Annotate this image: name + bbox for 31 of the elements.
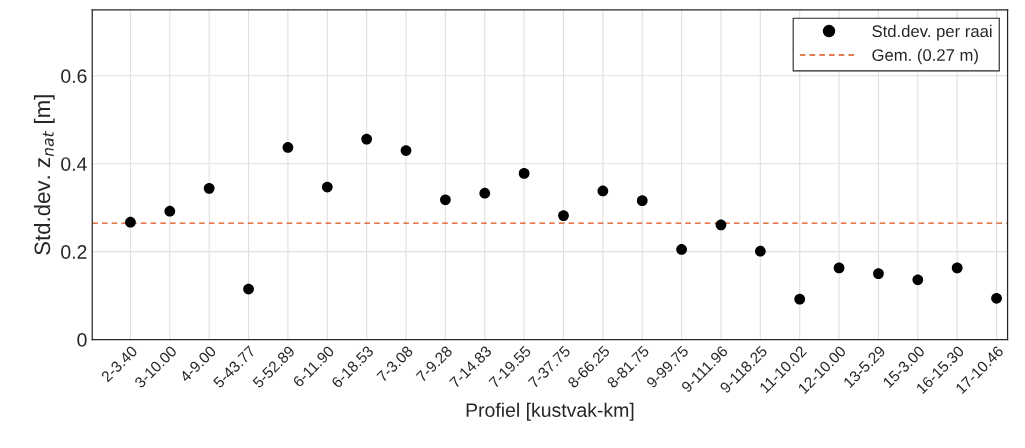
legend-label: Gem. (0.27 m) <box>872 48 978 65</box>
point <box>479 187 491 199</box>
y-tick-label: 0 <box>77 333 87 347</box>
y-tick-label: 0.2 <box>61 245 87 259</box>
point <box>400 145 412 156</box>
point <box>951 262 963 274</box>
point <box>794 293 806 305</box>
point <box>243 283 254 295</box>
x-axis-title: Profiel [kustvak-km] <box>466 402 634 421</box>
point <box>518 168 530 179</box>
point <box>558 210 569 221</box>
point <box>282 142 294 153</box>
point <box>715 219 727 231</box>
point <box>991 292 1002 304</box>
point <box>361 133 373 145</box>
point <box>164 205 176 217</box>
point <box>203 182 215 194</box>
legend-label: Std.dev. per raai <box>872 24 992 41</box>
point <box>754 245 766 257</box>
point <box>833 262 845 274</box>
point <box>636 195 648 207</box>
y-axis-title: Std.dev. z$_{nat}$ [m] <box>33 95 55 255</box>
y-tick-label: 0.4 <box>61 157 87 171</box>
point <box>440 194 451 206</box>
y-tick-label: 0.6 <box>61 69 87 84</box>
point <box>912 274 924 286</box>
point <box>873 268 884 280</box>
point <box>676 244 687 255</box>
point <box>125 216 136 228</box>
point <box>597 185 609 197</box>
point <box>321 181 333 193</box>
